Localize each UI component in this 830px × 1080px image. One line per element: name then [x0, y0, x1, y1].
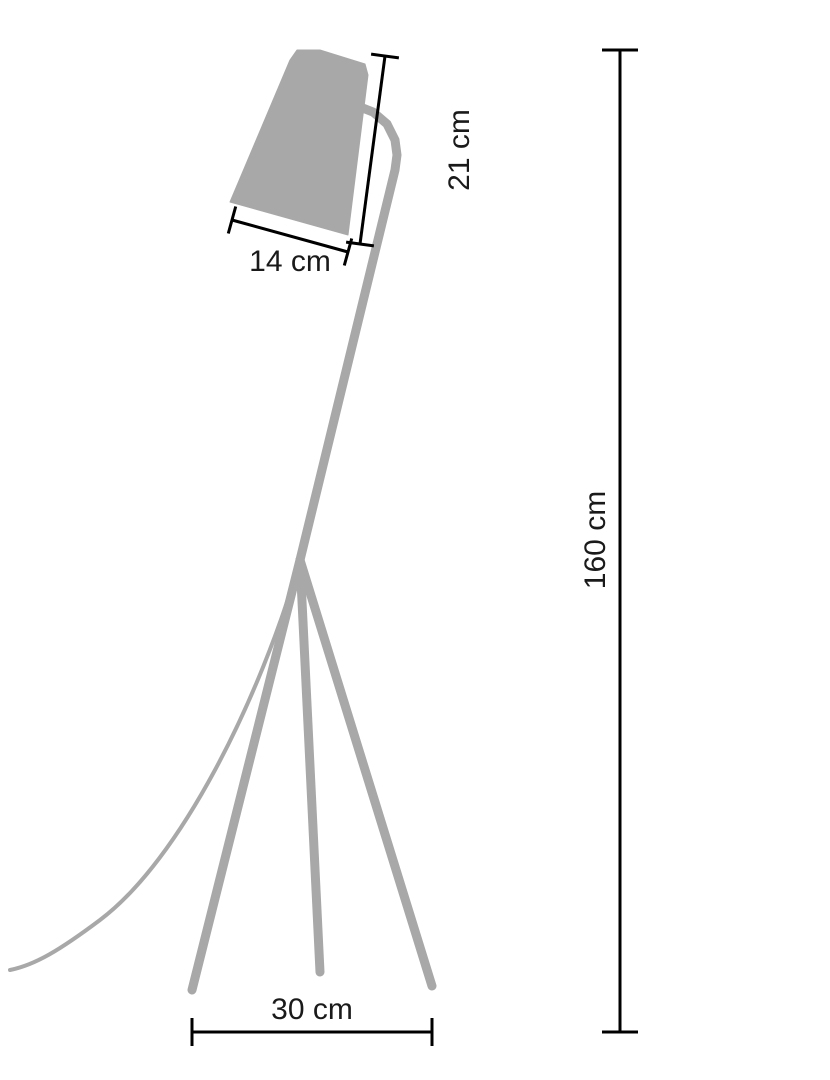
height-dimension-label: 160 cm	[579, 491, 613, 589]
base-width-dimension-label: 30 cm	[271, 993, 353, 1027]
shade-width-dimension-label: 14 cm	[249, 245, 331, 279]
shade-height-dimension-label: 21 cm	[443, 109, 477, 191]
dimension-diagram: 160 cm 30 cm 14 cm 21 cm	[0, 0, 830, 1080]
diagram-svg	[0, 0, 830, 1080]
